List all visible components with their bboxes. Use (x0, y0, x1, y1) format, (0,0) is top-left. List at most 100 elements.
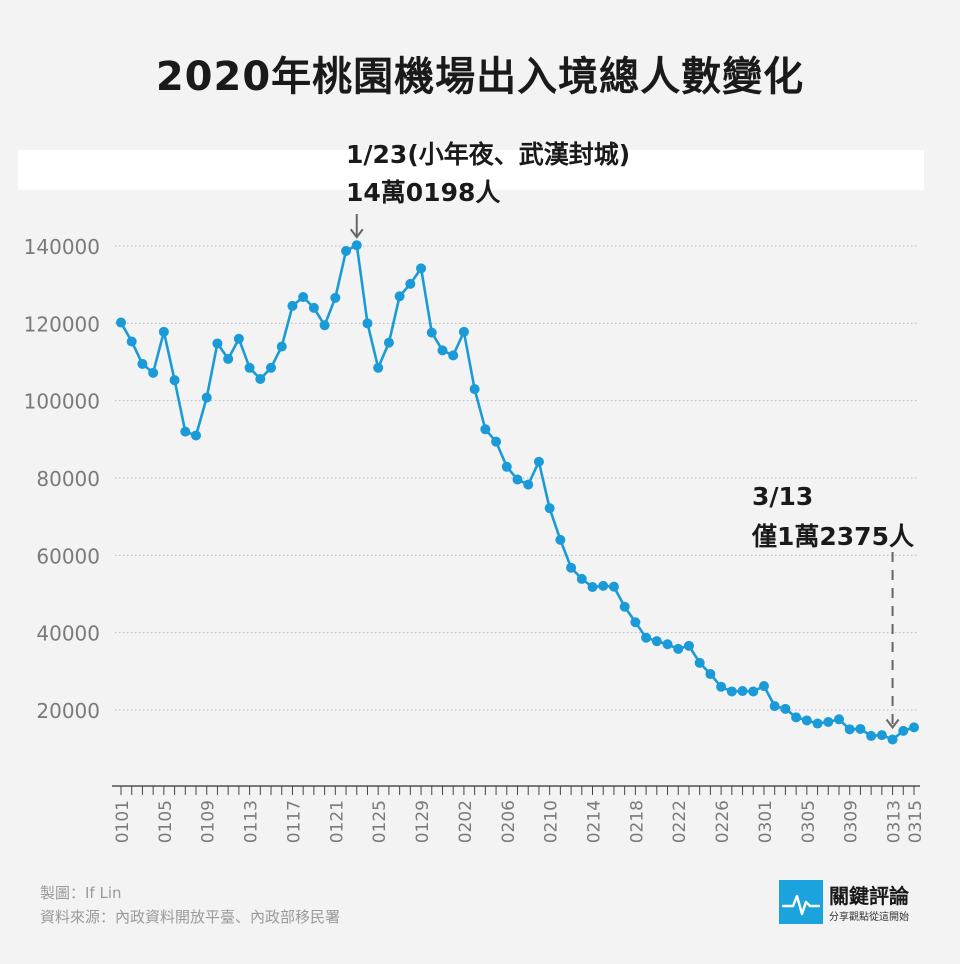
data-point (223, 353, 234, 364)
data-point (426, 327, 437, 338)
annotation-low-arrowhead (885, 718, 900, 730)
x-tick-label: 0105 (156, 800, 176, 843)
data-point (544, 503, 555, 514)
x-tick-label: 0206 (499, 800, 519, 843)
data-point (683, 640, 694, 651)
data-point (844, 724, 855, 735)
annotation-low-value: 僅1萬2375人 (751, 522, 914, 551)
pulse-line-icon (779, 880, 823, 924)
data-point (319, 320, 330, 331)
data-point (351, 240, 362, 251)
data-point (255, 374, 266, 385)
x-tick-label: 0210 (542, 800, 562, 843)
data-point (362, 318, 373, 329)
data-point (148, 367, 159, 378)
x-tick-label: 0113 (242, 800, 262, 843)
data-point (619, 601, 630, 612)
data-point (330, 292, 341, 303)
data-point (180, 426, 191, 437)
annotation-band (18, 150, 924, 190)
data-point (673, 643, 684, 654)
data-point (212, 338, 223, 349)
data-point (855, 723, 866, 734)
annotation-low-label: 3/13 (752, 482, 813, 511)
data-point (308, 302, 319, 313)
data-point (276, 341, 287, 352)
x-axis: 0101 0105 0109 0113 0117 0121 0125 0129 0202 0206… (112, 785, 926, 843)
x-tick-label: 0222 (670, 800, 690, 843)
data-point (587, 582, 598, 593)
y-tick-label: 80000 (36, 467, 100, 491)
x-tick-label: 0305 (799, 800, 819, 843)
data-point (576, 573, 587, 584)
data-point (737, 686, 748, 697)
data-point (791, 712, 802, 723)
data-point (608, 581, 619, 592)
x-tick-label: 0101 (113, 800, 133, 843)
data-point (137, 358, 148, 369)
data-point (383, 337, 394, 348)
source-credit: 資料來源：內政資料開放平臺、內政部移民署 (40, 908, 341, 926)
y-tick-label: 40000 (36, 622, 100, 646)
x-tick-label: 0202 (456, 800, 476, 843)
data-point (833, 714, 844, 725)
annotation-peak-value: 14萬0198人 (346, 178, 500, 207)
data-point (823, 716, 834, 727)
data-point (909, 722, 919, 733)
data-point (512, 474, 523, 485)
data-point (448, 350, 459, 361)
data-point (191, 430, 202, 441)
data-point (158, 326, 169, 337)
x-tick-label: 0309 (842, 800, 862, 843)
data-point (898, 725, 909, 736)
data-point (566, 562, 577, 573)
data-point (201, 392, 212, 403)
data-point (748, 686, 759, 697)
data-point (480, 424, 491, 435)
data-point (266, 362, 277, 373)
data-point (501, 461, 512, 472)
brand-slogan: 分享觀點從這開始 (829, 912, 909, 923)
annotation-peak-label: 1/23(小年夜、武漢封城) (346, 140, 630, 169)
data-point (126, 336, 137, 347)
data-point (780, 703, 791, 714)
data-point (458, 326, 469, 337)
data-point (169, 375, 180, 386)
chart-title: 2020年桃園機場出入境總人數變化 (155, 54, 805, 100)
data-point (694, 657, 705, 668)
brand-logo[interactable]: 關鍵評論 分享觀點從這開始 (779, 880, 929, 926)
x-tick-label: 0129 (413, 800, 433, 843)
data-point (469, 384, 480, 395)
x-tick-label: 0301 (756, 800, 776, 843)
brand-name: 關鍵評論 (829, 884, 909, 908)
x-tick-label: 0226 (713, 800, 733, 843)
data-point (705, 669, 716, 680)
series-layer (116, 240, 919, 745)
x-tick-label: 0121 (327, 800, 347, 843)
y-tick-label: 140000 (24, 235, 100, 259)
data-point (662, 639, 673, 650)
data-point (491, 436, 502, 447)
y-tick-label: 60000 (36, 544, 100, 568)
annotation-peak-arrowhead (349, 228, 364, 239)
y-tick-label: 100000 (24, 390, 100, 414)
x-tick-label: 0117 (284, 800, 304, 843)
data-point (801, 715, 812, 726)
y-tick-label: 20000 (36, 699, 100, 723)
data-point (726, 686, 737, 697)
data-point (244, 362, 255, 373)
data-point (298, 292, 309, 303)
data-point (598, 580, 609, 591)
data-point (373, 362, 384, 373)
data-point (341, 246, 352, 257)
data-point (630, 617, 641, 628)
data-point (758, 681, 769, 692)
x-tick-label: 0125 (370, 800, 390, 843)
data-point (233, 333, 244, 344)
data-point (523, 479, 534, 490)
data-point (887, 734, 898, 745)
data-point (437, 345, 448, 356)
data-point (555, 534, 566, 545)
